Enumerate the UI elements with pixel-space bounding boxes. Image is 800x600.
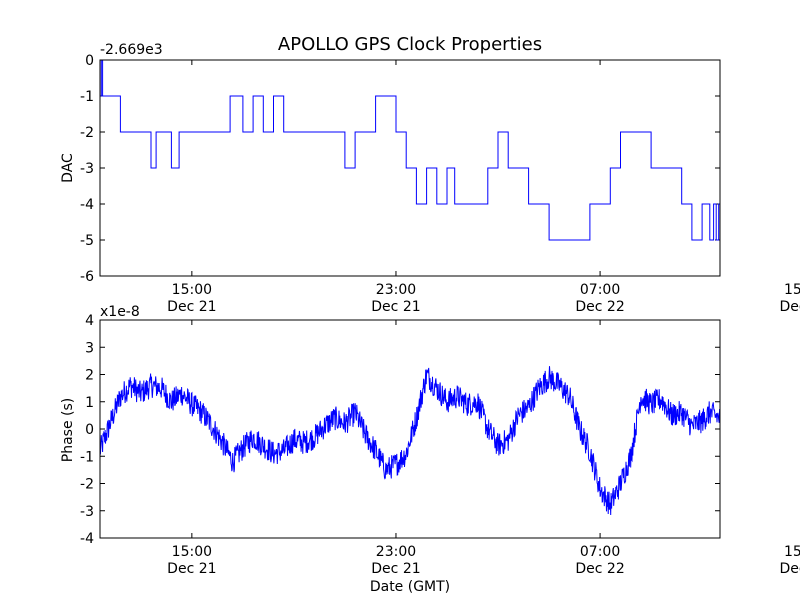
- top-offset-label: -2.669e3: [100, 42, 163, 58]
- top-x-tick-date: Dec 21: [167, 299, 216, 315]
- bottom-y-tick-label: 4: [85, 313, 94, 329]
- bottom-x-tick-date: Dec 21: [371, 561, 420, 577]
- bottom-y-tick-label: -2: [80, 477, 94, 493]
- top-x-tick-date: Dec 22: [575, 299, 624, 315]
- top-x-tick-time: 15:00: [784, 282, 800, 298]
- bottom-y-axis-label: Phase (s): [60, 398, 76, 462]
- top-y-tick-label: -2: [80, 125, 94, 141]
- top-x-tick-date: Dec 22: [780, 299, 800, 315]
- phase-series-line: [99, 366, 721, 516]
- top-y-axis-label: DAC: [60, 153, 76, 183]
- bottom-x-tick-time: 23:00: [376, 544, 416, 560]
- top-x-tick-time: 07:00: [580, 282, 620, 298]
- bottom-y-tick-label: -1: [80, 449, 94, 465]
- bottom-x-tick-time: 07:00: [580, 544, 620, 560]
- bottom-y-tick-label: 0: [85, 422, 94, 438]
- top-y-tick-label: -4: [80, 197, 94, 213]
- bottom-plot-frame: [99, 319, 721, 539]
- bottom-y-tick-label: 3: [85, 340, 94, 356]
- top-x-tick-date: Dec 21: [371, 299, 420, 315]
- bottom-x-tick-time: 15:00: [784, 544, 800, 560]
- top-plot-frame: [99, 59, 721, 277]
- top-y-tick-label: -3: [80, 161, 94, 177]
- bottom-y-tick-label: 1: [85, 395, 94, 411]
- top-y-tick-label: -1: [80, 89, 94, 105]
- bottom-y-tick-label: -4: [80, 531, 94, 547]
- top-y-tick-label: -6: [80, 269, 94, 285]
- bottom-offset-label: x1e-8: [100, 304, 140, 320]
- x-axis-label: Date (GMT): [370, 579, 450, 595]
- top-y-tick-label: -5: [80, 233, 94, 249]
- top-x-tick-time: 23:00: [376, 282, 416, 298]
- bottom-x-tick-date: Dec 22: [575, 561, 624, 577]
- top-y-tick-label: 0: [85, 53, 94, 69]
- chart-title: APOLLO GPS Clock Properties: [278, 34, 542, 55]
- bottom-x-tick-time: 15:00: [172, 544, 212, 560]
- top-x-tick-time: 15:00: [172, 282, 212, 298]
- bottom-y-tick-label: 2: [85, 368, 94, 384]
- bottom-x-tick-date: Dec 22: [780, 561, 800, 577]
- bottom-x-tick-date: Dec 21: [167, 561, 216, 577]
- bottom-y-tick-label: -3: [80, 504, 94, 520]
- dac-series-line: [100, 59, 720, 241]
